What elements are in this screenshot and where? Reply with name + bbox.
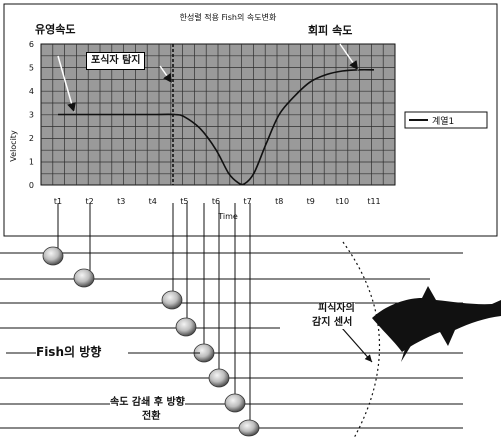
fish-marker <box>238 419 260 437</box>
x-tick-label: t5 <box>180 197 188 206</box>
turn-label-2: 전환 <box>142 411 161 423</box>
x-tick-label: t1 <box>54 197 62 206</box>
y-tick-label: 4 <box>29 87 34 96</box>
plot-area: 0 1 2 3 4 5 6 t1 t2 t3 t4 t5 t6 t7 t8 t9 t10 t11 <box>29 40 396 206</box>
predator-sensing-arc <box>342 241 381 438</box>
x-tick-label: t11 <box>367 197 380 206</box>
y-tick-label: 5 <box>29 64 34 73</box>
y-tick-label: 6 <box>29 40 34 49</box>
x-tick-label: t6 <box>212 197 220 206</box>
y-axis-ticks: 0 1 2 3 4 5 6 <box>29 40 34 190</box>
turn-label-1: 속도 감쇄 후 방향 <box>110 397 185 409</box>
escape-speed-arrow <box>339 43 359 71</box>
fish-marker <box>42 246 64 266</box>
legend: 계열1 <box>404 111 488 129</box>
legend-box <box>404 111 488 129</box>
x-tick-label: t10 <box>336 197 349 206</box>
swim-speed-arrow <box>57 55 76 113</box>
x-tick-label: t2 <box>85 197 93 206</box>
predator-sensor-label-2: 감지 센서 <box>312 317 353 329</box>
x-axis-ticks: t1 t2 t3 t4 t5 t6 t7 t8 t9 t10 t11 <box>54 197 381 206</box>
fish-marker <box>73 268 95 288</box>
time-connectors <box>57 203 251 428</box>
escape-speed-label: 회피 속도 <box>308 24 353 37</box>
y-axis-label: Velocity <box>9 130 18 162</box>
fish-marker <box>224 393 246 413</box>
fish-marker <box>175 317 197 337</box>
x-tick-label: t9 <box>307 197 315 206</box>
fish-direction-label: Fish의 방향 <box>36 345 102 359</box>
x-tick-label: t8 <box>275 197 283 206</box>
predator-detect-label: 포식자 탐지 <box>86 52 146 70</box>
fish-marker <box>161 290 183 310</box>
x-tick-label: t7 <box>243 197 251 206</box>
fish-positions <box>42 246 260 437</box>
chart-title: 한성렬 적용 Fish의 속도변화 <box>180 12 277 22</box>
predator-sensor-label-1: 피식자의 <box>318 303 355 315</box>
shark-icon <box>372 286 501 362</box>
y-tick-label: 3 <box>29 111 34 120</box>
detection-arrow <box>159 65 173 84</box>
y-tick-label: 1 <box>29 158 34 167</box>
x-tick-label: t4 <box>149 197 157 206</box>
legend-label: 계열1 <box>432 115 454 127</box>
x-tick-label: t3 <box>117 197 125 206</box>
series-line-계열1 <box>57 68 375 186</box>
sensor-arrow <box>341 327 373 363</box>
y-tick-label: 0 <box>29 181 34 190</box>
x-axis-label: Time <box>217 212 238 221</box>
swim-speed-label: 유영속도 <box>35 23 76 36</box>
fish-marker <box>208 368 230 388</box>
y-tick-label: 2 <box>29 134 34 143</box>
